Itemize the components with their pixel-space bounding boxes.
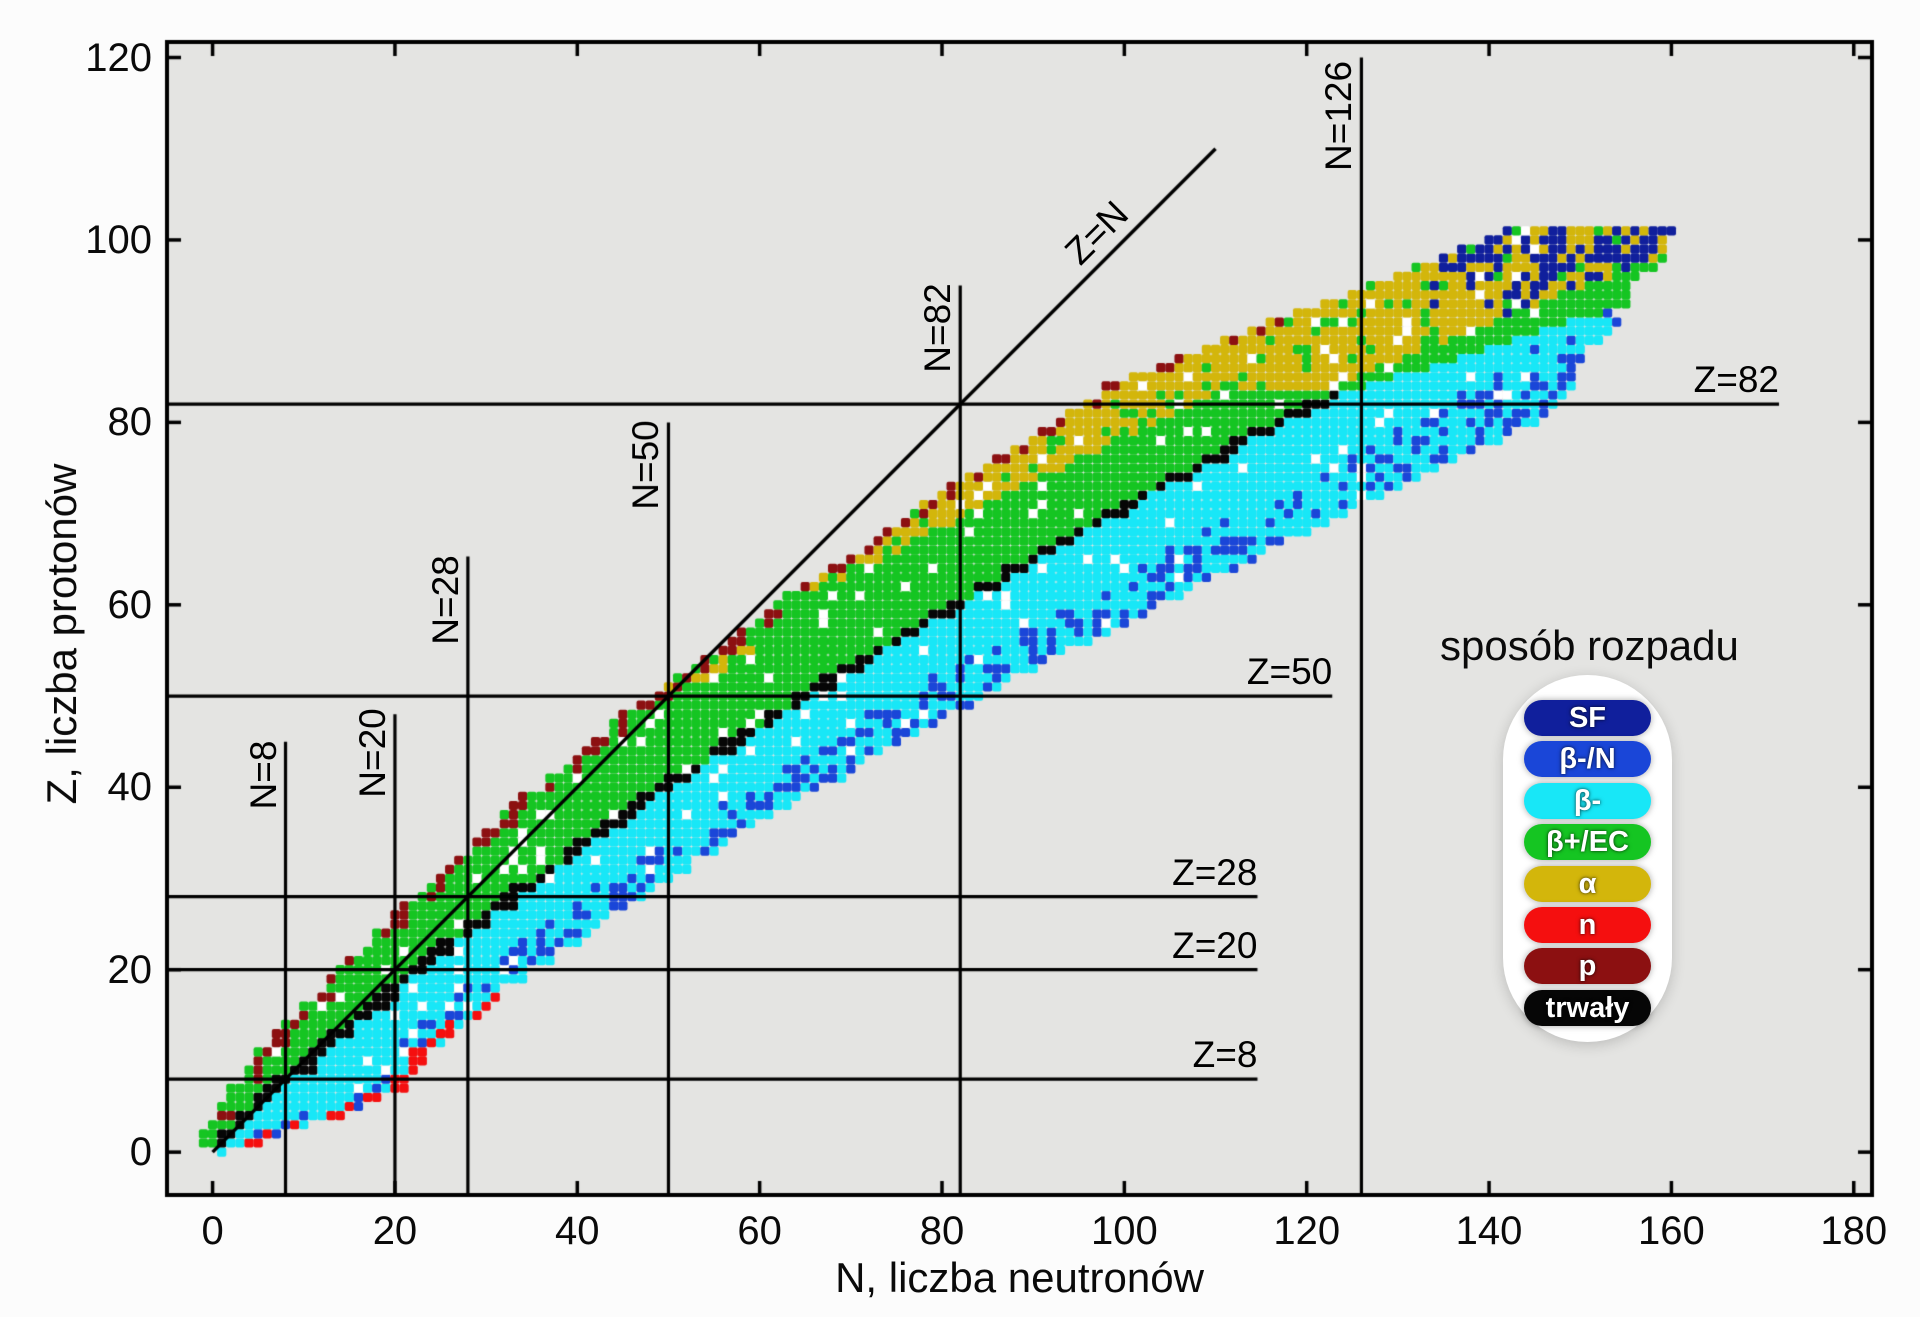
magic-line-label-n8: N=8: [242, 740, 284, 810]
x-tick-label: 20: [372, 1209, 418, 1253]
legend-title: sposób rozpadu: [1440, 622, 1739, 669]
x-axis-title: N, liczba neutronów: [835, 1254, 1204, 1301]
x-tick-label: 0: [201, 1209, 224, 1253]
legend-item-stable: trwały: [1524, 989, 1651, 1026]
magic-line-label-n20: N=20: [351, 707, 393, 798]
x-tick-label: 140: [1455, 1209, 1523, 1253]
magic-line-label-z20: Z=20: [1172, 924, 1258, 966]
legend-item-beta-minus: β-: [1524, 782, 1651, 819]
magic-line-label-n126: N=126: [1318, 60, 1360, 171]
x-tick-label: 100: [1090, 1209, 1158, 1253]
y-tick-label: 100: [85, 217, 152, 262]
legend-capsule: SF β-/N β- β+/EC α n p trwały: [1503, 675, 1672, 1042]
x-tick-label: 180: [1820, 1209, 1888, 1253]
legend-item-alpha: α: [1524, 865, 1651, 902]
legend-item-beta-plus-ec: β+/EC: [1524, 824, 1651, 861]
y-tick-label: 0: [129, 1130, 152, 1175]
x-tick-label: 80: [919, 1209, 965, 1253]
y-tick-label: 80: [107, 400, 153, 445]
x-tick-label: 40: [555, 1209, 600, 1253]
magic-line-label-n82: N=82: [917, 282, 959, 373]
legend-item-n-emission: n: [1524, 906, 1651, 943]
magic-line-label-z28: Z=28: [1172, 851, 1258, 893]
y-tick-label: 20: [107, 947, 153, 992]
legend-item-sf: SF: [1524, 700, 1651, 736]
y-tick-label: 60: [107, 582, 153, 627]
magic-line-label-n28: N=28: [424, 555, 466, 645]
x-tick-label: 60: [737, 1209, 782, 1253]
y-tick-label: 40: [107, 765, 153, 810]
legend-item-beta-minus-n: β-/N: [1524, 741, 1651, 778]
magic-line-label-n50: N=50: [625, 420, 667, 510]
magic-line-label-z8: Z=8: [1192, 1034, 1258, 1076]
magic-line-label-z50: Z=50: [1246, 651, 1333, 693]
y-axis-title: Z, liczba protonów: [38, 463, 85, 804]
legend-item-p-emission: p: [1524, 948, 1651, 985]
x-tick-label: 160: [1638, 1209, 1705, 1253]
x-tick-label: 120: [1273, 1209, 1341, 1253]
magic-line-label-z82: Z=82: [1693, 359, 1779, 401]
y-tick-label: 120: [85, 35, 152, 80]
